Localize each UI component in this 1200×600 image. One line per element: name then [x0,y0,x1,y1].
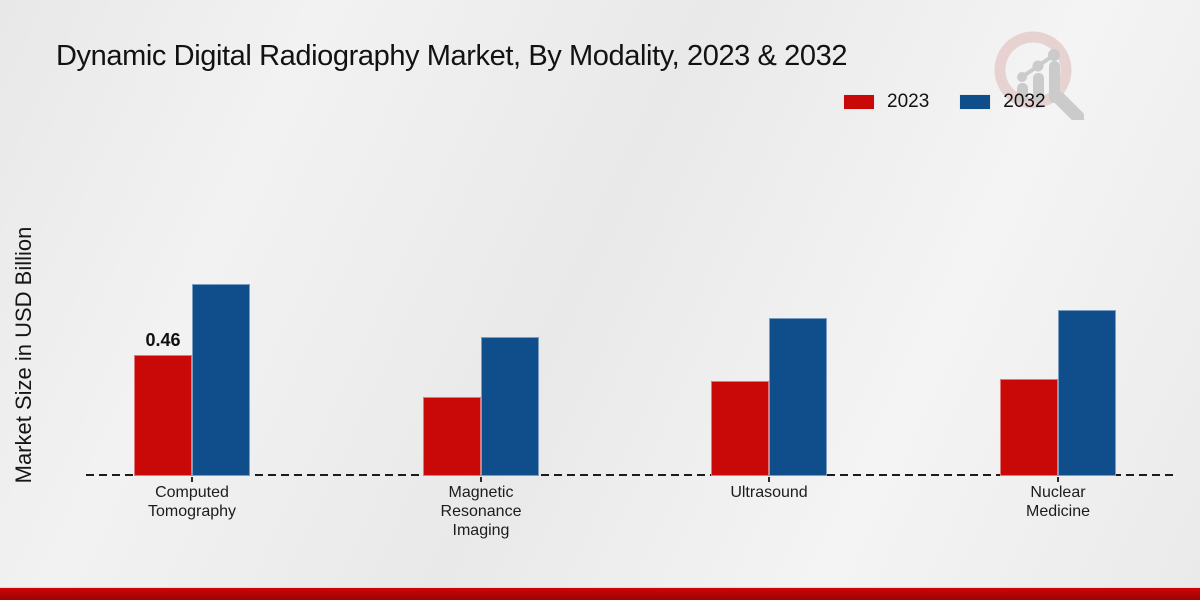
bar-2032-computed-tomography [192,284,250,476]
x-tick-magnetic-resonance-imaging [480,477,482,482]
bar-2023-nuclear-medicine [1000,379,1058,476]
category-label-magnetic-resonance-imaging: Magnetic Resonance Imaging [440,484,522,539]
category-label-nuclear-medicine: Nuclear Medicine [1025,484,1091,520]
bar-2032-magnetic-resonance-imaging [481,337,539,476]
legend-label-2032: 2032 [1003,91,1046,112]
brand-watermark-logo [994,31,1084,120]
legend-label-2023: 2023 [887,91,930,112]
category-label-computed-tomography: Computed Tomography [147,484,237,520]
bar-2023-computed-tomography [134,355,192,476]
legend-swatch-2032 [959,94,992,110]
legend-item-2032: 2032 [959,91,1046,113]
chart-title: Dynamic Digital Radiography Market, By M… [56,40,848,72]
footer-accent-band [0,587,1200,600]
bar-2023-ultrasound [711,381,769,476]
bar-2023-magnetic-resonance-imaging [423,397,481,476]
bar-2032-ultrasound [769,318,827,476]
x-axis-baseline [86,474,1176,476]
y-axis-label: Market Size in USD Billion [11,226,36,484]
x-tick-computed-tomography [191,477,193,482]
legend: 2023 2032 [843,91,1046,113]
legend-item-2023: 2023 [843,91,929,113]
x-tick-ultrasound [768,477,770,482]
bar-2032-nuclear-medicine [1058,310,1116,476]
value-label-2023-computed-tomography: 0.46 [145,330,181,350]
legend-swatch-2023 [843,94,875,110]
x-tick-nuclear-medicine [1057,477,1059,482]
category-label-ultrasound: Ultrasound [730,484,808,501]
